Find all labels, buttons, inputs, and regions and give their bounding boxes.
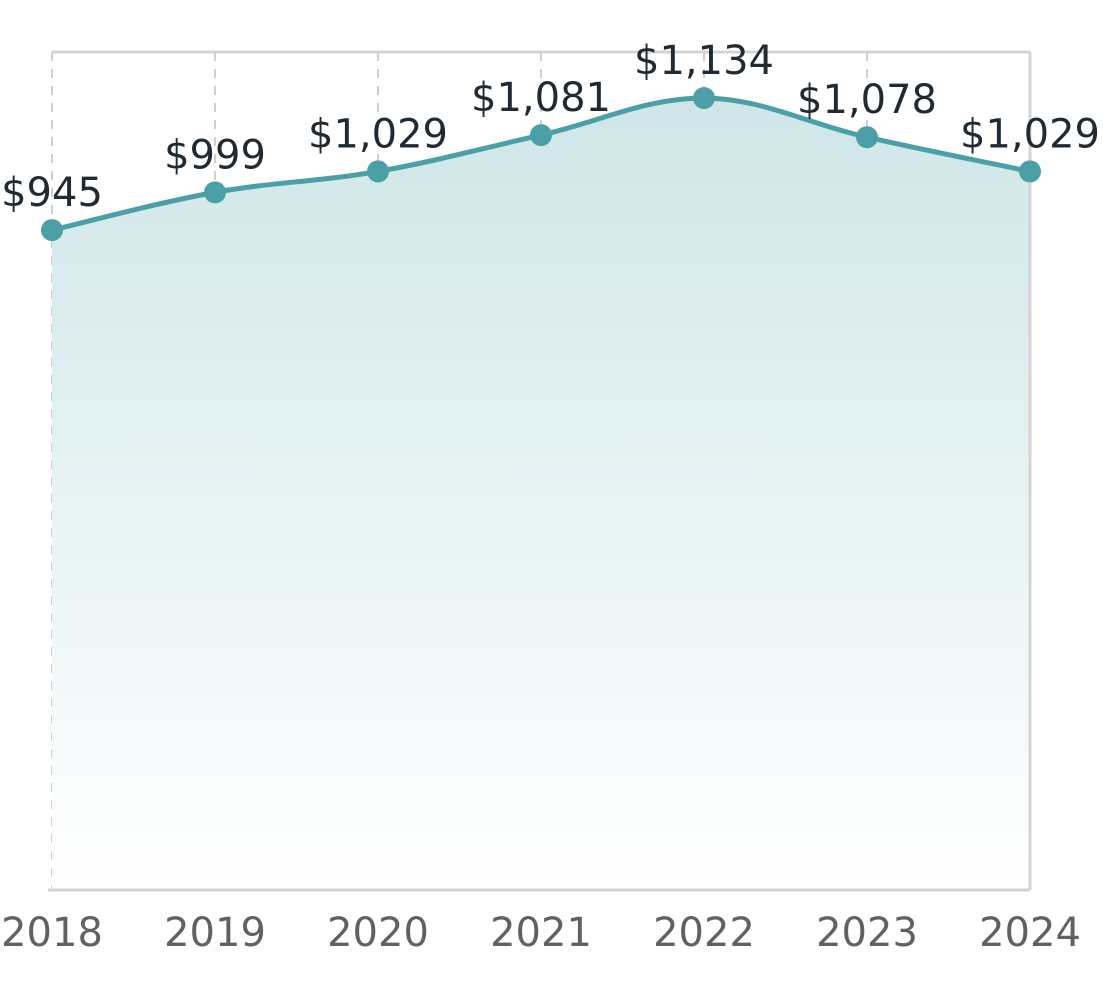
data-point-2022 (693, 87, 715, 110)
data-label-2018: $945 (1, 170, 103, 216)
x-tick-label-2024: 2024 (979, 910, 1081, 956)
area-fill (52, 98, 1030, 890)
data-label-2021: $1,081 (471, 75, 611, 121)
data-label-2024: $1,029 (960, 111, 1100, 157)
x-tick-label-2023: 2023 (816, 910, 918, 956)
data-points (41, 87, 1041, 242)
x-tick-label-2021: 2021 (490, 910, 592, 956)
data-label-2023: $1,078 (797, 77, 937, 123)
x-tick-label-2018: 2018 (1, 910, 103, 956)
x-axis-ticks: 2018 2019 2020 2021 2022 2023 2024 (1, 910, 1081, 956)
data-point-2019 (204, 181, 226, 204)
x-tick-label-2019: 2019 (164, 910, 266, 956)
data-label-2022: $1,134 (634, 38, 774, 84)
plot-frame (48, 50, 1032, 892)
data-label-2019: $999 (164, 132, 266, 178)
x-tick-label-2022: 2022 (653, 910, 755, 956)
data-point-2024 (1019, 160, 1041, 183)
data-point-2018 (41, 219, 63, 242)
data-point-2020 (367, 160, 389, 183)
data-label-2020: $1,029 (308, 111, 448, 157)
data-labels: $945 $999 $1,029 $1,081 $1,134 $1,078 $1,029 (1, 38, 1100, 216)
data-point-2021 (530, 124, 552, 147)
data-point-2023 (856, 126, 878, 149)
x-tick-label-2020: 2020 (327, 910, 429, 956)
